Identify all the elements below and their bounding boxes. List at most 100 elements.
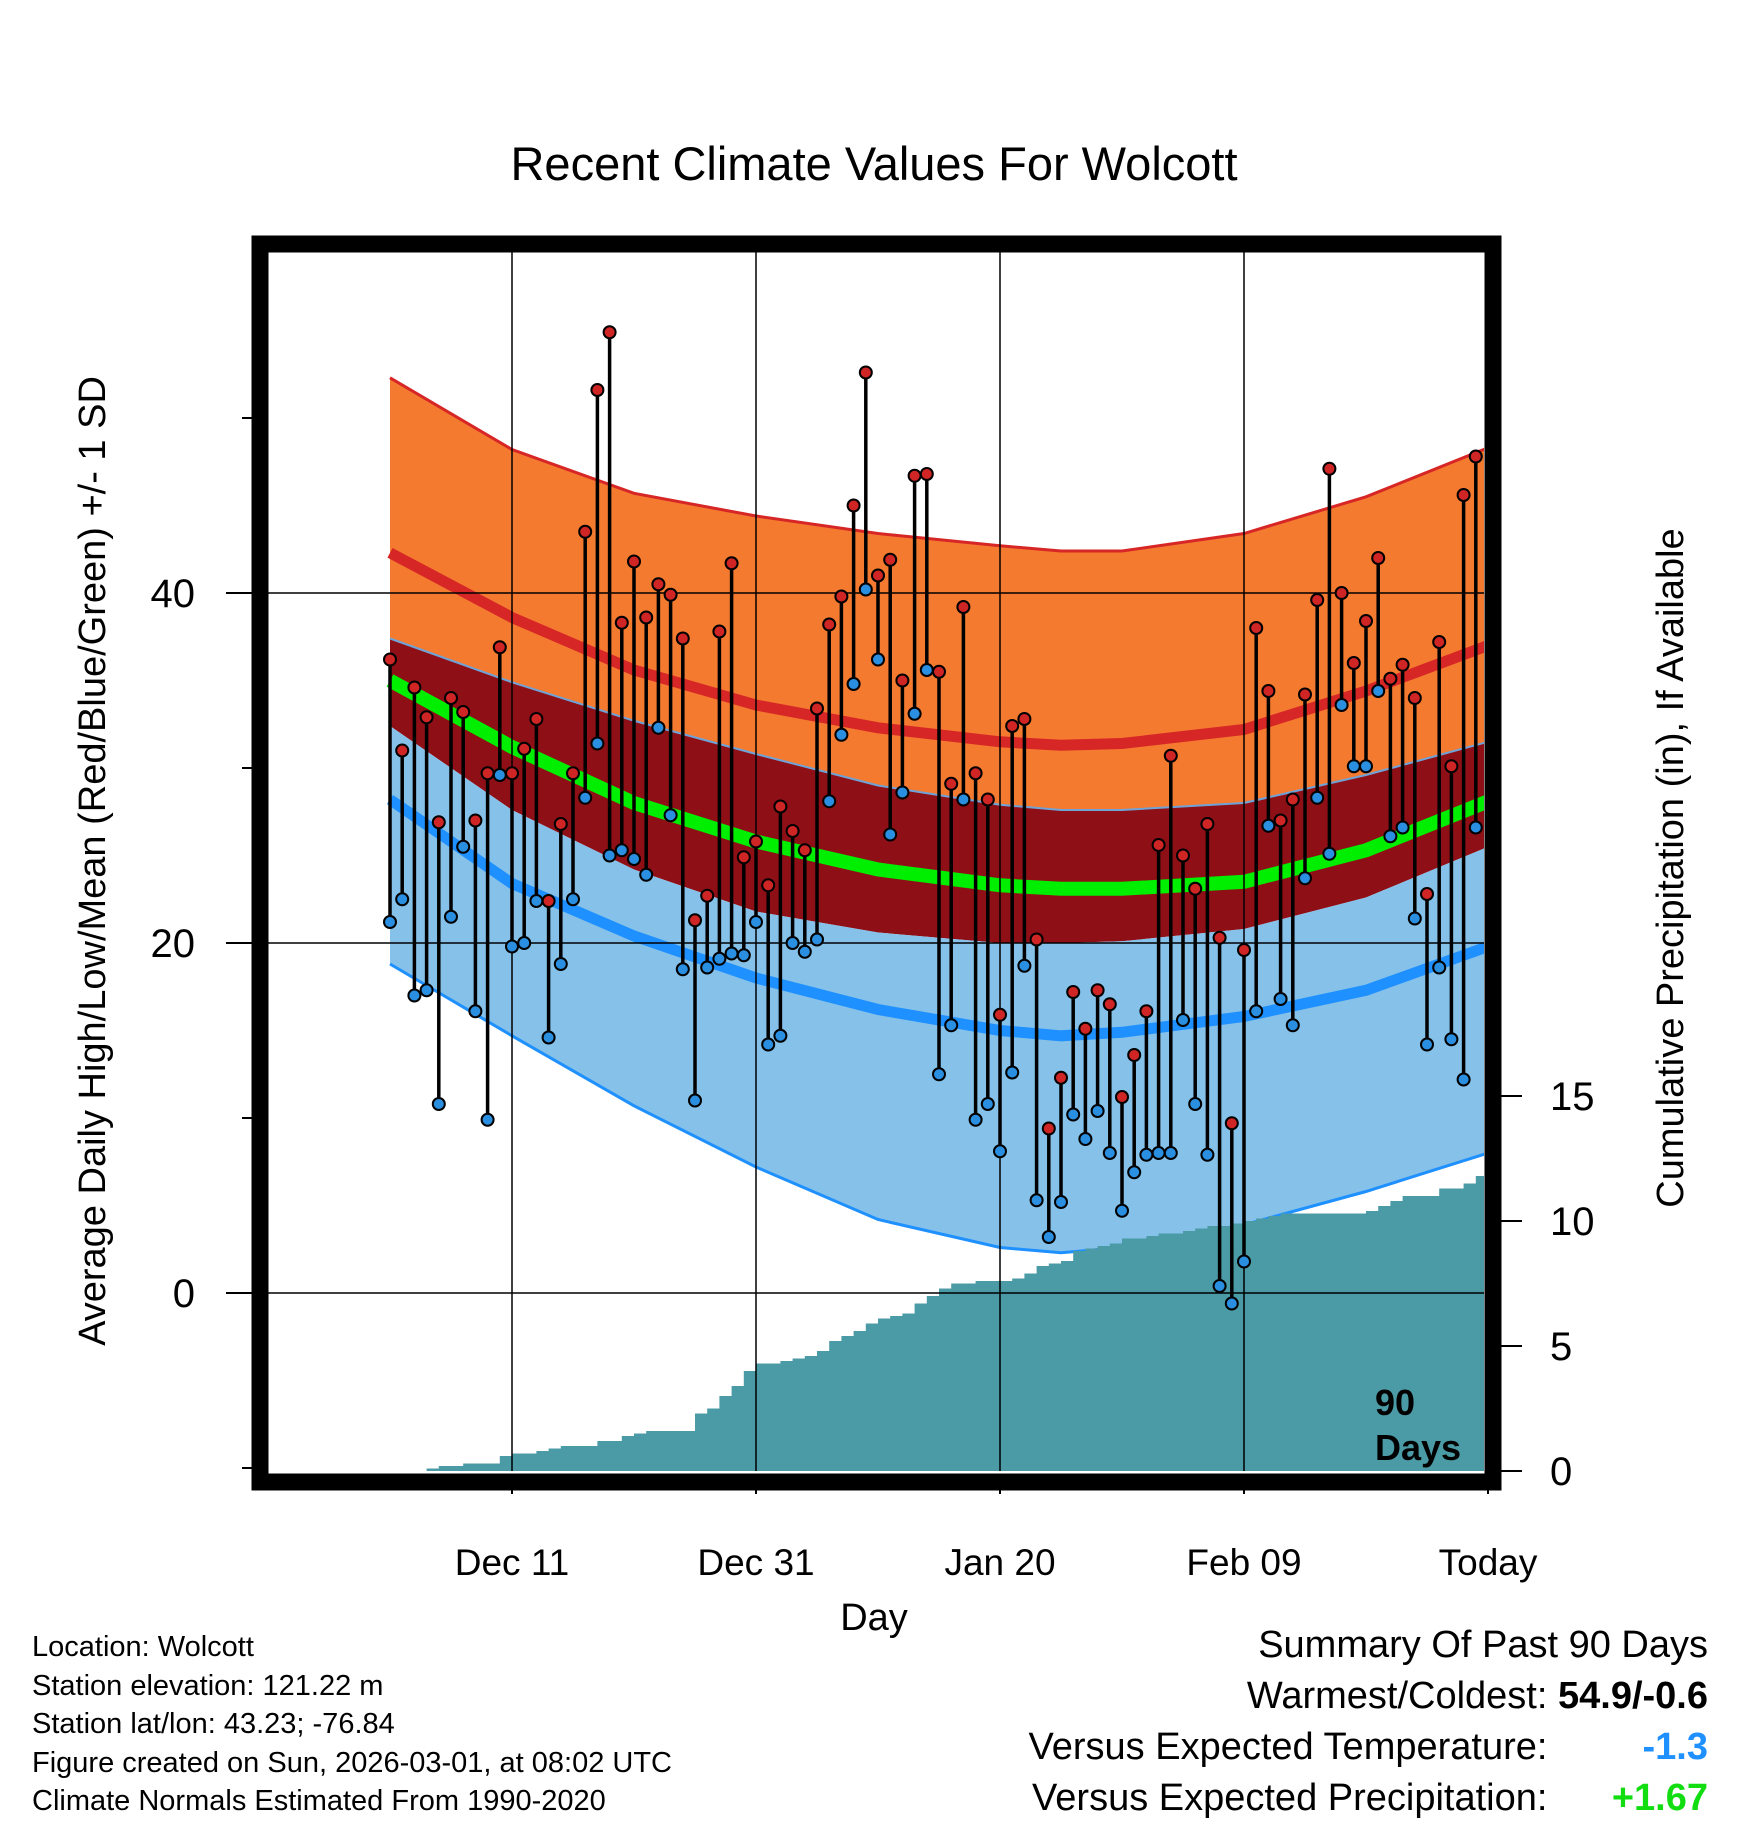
low-point — [883, 827, 898, 842]
high-point — [700, 888, 715, 903]
low-point — [1468, 820, 1483, 835]
low-point — [492, 768, 507, 782]
high-point — [871, 568, 885, 583]
low-point — [1261, 818, 1276, 833]
low-point — [1285, 1018, 1300, 1033]
y2-tick-label: 10 — [1550, 1200, 1595, 1244]
low-point — [700, 960, 715, 975]
high-point — [675, 631, 690, 646]
high-point — [541, 894, 556, 908]
high-point — [688, 913, 702, 928]
high-point — [1224, 1116, 1239, 1131]
latlon-text: Station lat/lon: 43.23; -76.84 — [32, 1708, 395, 1740]
high-sd-band — [390, 377, 1484, 810]
high-point — [1163, 748, 1178, 763]
low-point — [1456, 1072, 1471, 1087]
high-point — [614, 615, 629, 630]
high-point — [529, 712, 544, 726]
high-point — [773, 799, 788, 814]
low-point — [871, 652, 885, 667]
low-point — [602, 848, 617, 863]
high-point — [1249, 621, 1264, 635]
y-tick-label: 40 — [151, 572, 196, 616]
low-point — [590, 736, 605, 751]
low-point — [907, 706, 922, 721]
high-point — [1237, 943, 1251, 957]
low-point — [1212, 1279, 1227, 1293]
warmest-coldest-value: 54.9/-0.6 — [1558, 1675, 1708, 1717]
high-point — [639, 610, 654, 625]
high-sd-upper-line — [389, 376, 1484, 553]
low-point — [1249, 1004, 1264, 1019]
low-point — [1163, 1146, 1178, 1160]
high-point — [590, 383, 605, 397]
high-point — [797, 843, 812, 858]
x-tick-label: Dec 31 — [697, 1542, 814, 1583]
low-point — [968, 1112, 983, 1127]
low-point — [541, 1030, 556, 1045]
elevation-text: Station elevation: 121.22 m — [32, 1669, 384, 1702]
high-point — [944, 776, 959, 791]
location-text: Location: Wolcott — [32, 1631, 254, 1663]
high-point — [1102, 997, 1117, 1012]
high-point — [810, 701, 824, 716]
low-point — [1139, 1147, 1154, 1162]
low-point — [749, 915, 763, 929]
high-point — [1005, 719, 1020, 733]
high-point — [1127, 1048, 1142, 1062]
low-point — [810, 932, 824, 947]
low-point — [419, 983, 434, 998]
high-point — [895, 673, 910, 688]
x-tick-label: Jan 20 — [944, 1542, 1055, 1583]
y2-tick-label: 15 — [1550, 1075, 1595, 1119]
high-point — [1456, 488, 1471, 502]
high-point — [407, 680, 422, 695]
normal-mean-line — [386, 674, 1484, 896]
high-point — [1298, 687, 1312, 702]
low-point — [1371, 684, 1386, 698]
high-point — [1029, 932, 1044, 947]
y-axis-label: Average Daily High/Low/Mean (Red/Blue/Gr… — [72, 376, 114, 1346]
created-text: Figure created on Sun, 2026-03-01, at 08… — [32, 1746, 672, 1779]
x-axis-label: Day — [840, 1597, 908, 1639]
high-point — [712, 624, 727, 639]
low-point — [663, 808, 678, 823]
low-point — [1066, 1107, 1081, 1122]
high-point — [1444, 759, 1459, 774]
high-point — [1151, 838, 1166, 852]
low-point — [1444, 1032, 1459, 1047]
low-point — [480, 1112, 495, 1127]
low-point — [627, 852, 641, 866]
low-point — [1310, 790, 1325, 805]
high-point — [383, 652, 397, 667]
low-point — [1090, 1104, 1105, 1118]
low-point — [1188, 1097, 1203, 1111]
low-point — [1200, 1147, 1215, 1162]
plot-frame — [251, 235, 1502, 1491]
high-point — [1090, 983, 1105, 998]
high-point — [1200, 817, 1215, 831]
low-point — [846, 677, 861, 691]
high-point — [663, 587, 678, 602]
high-point — [956, 600, 971, 614]
high-point — [566, 766, 580, 781]
x-tick-label: Dec 11 — [455, 1542, 570, 1583]
station-info: Location: Wolcott Station elevation: 121… — [32, 1628, 672, 1821]
high-point — [932, 664, 946, 679]
high-point — [1078, 1021, 1093, 1036]
warmest-coldest-row: Warmest/Coldest: 54.9/-0.6 — [1029, 1671, 1708, 1722]
high-point — [480, 766, 495, 781]
low-point — [980, 1097, 995, 1111]
low-point — [944, 1018, 959, 1033]
high-point — [468, 813, 483, 828]
high-point — [736, 850, 751, 865]
high-point — [1420, 887, 1434, 901]
high-point — [1115, 1090, 1129, 1104]
low-point — [822, 794, 837, 809]
normals-text: Climate Normals Estimated From 1990-2020 — [32, 1785, 606, 1817]
high-point — [1407, 691, 1422, 705]
low-point — [1395, 820, 1410, 835]
high-point — [1066, 985, 1081, 999]
low-point — [956, 792, 971, 807]
